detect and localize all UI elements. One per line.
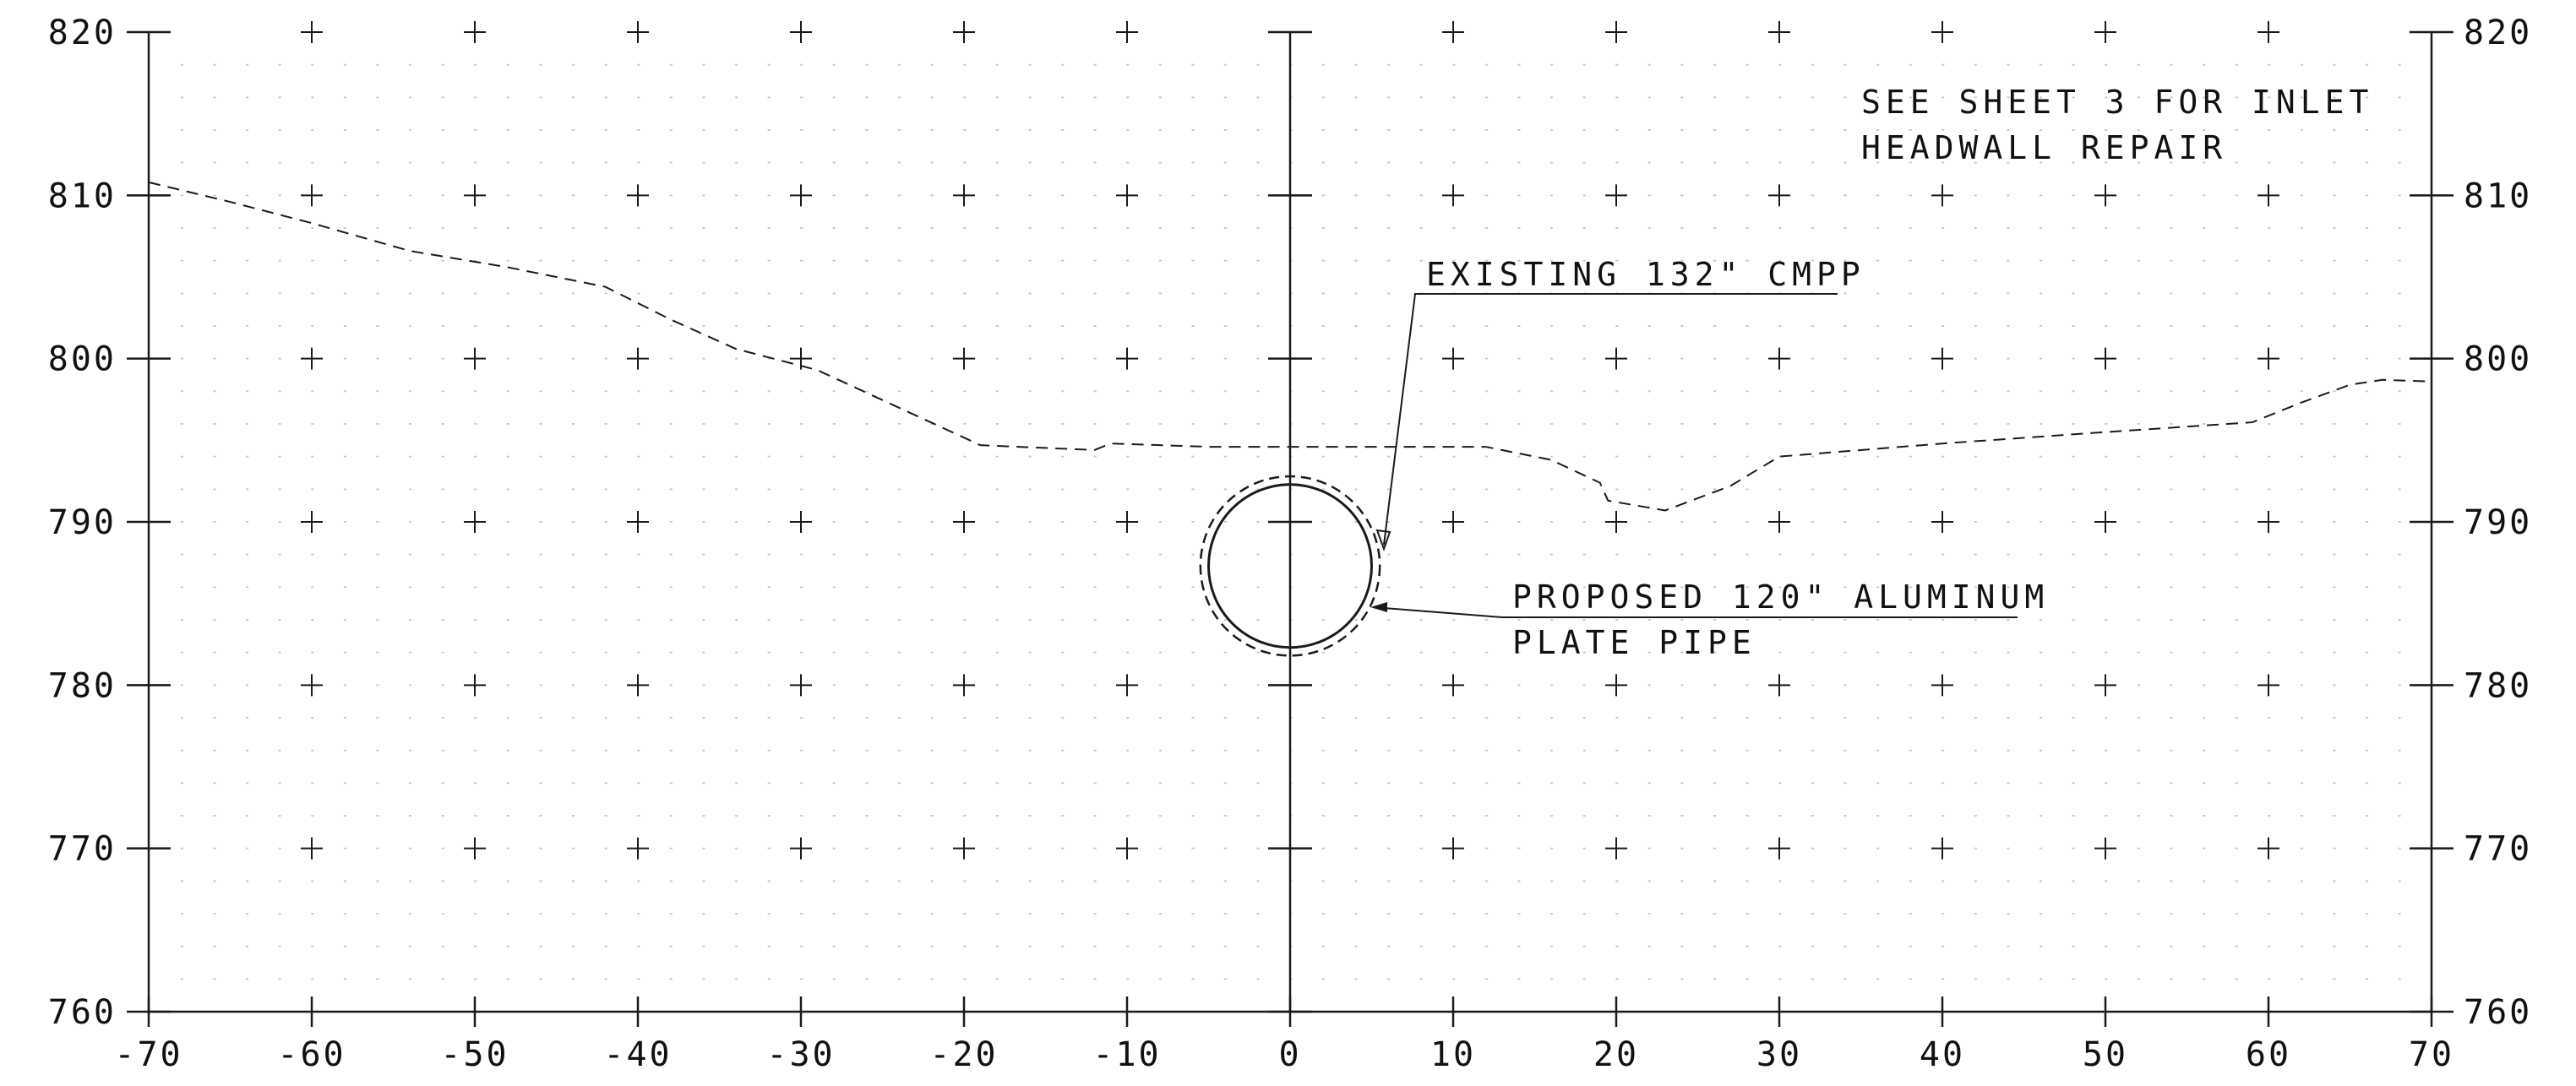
x-tick-label: -70 (114, 1035, 182, 1074)
inlet-note-line1: SEE SHEET 3 FOR INLET (1861, 84, 2373, 121)
proposed-pipe-label-line1: PROPOSED 120" ALUMINUM (1512, 578, 2049, 616)
dot-grid (180, 63, 2401, 980)
inlet-note-line2: HEADWALL REPAIR (1861, 129, 2227, 166)
proposed-pipe-leader-arrowhead (1370, 602, 1387, 612)
proposed-pipe-label-line2: PLATE PIPE (1512, 624, 1756, 661)
x-tick-label: 20 (1593, 1035, 1639, 1074)
x-tick-label: -10 (1092, 1035, 1161, 1074)
x-tick-label: -60 (277, 1035, 346, 1074)
y-tick-label-right: 800 (2464, 340, 2532, 379)
axis-ticks (127, 30, 2453, 1027)
proposed-pipe-leader (1372, 606, 2018, 618)
x-tick-label: 0 (1278, 1035, 1301, 1074)
y-tick-label-left: 810 (48, 176, 117, 215)
y-tick-label-left: 770 (48, 830, 117, 869)
frame (127, 30, 2453, 1027)
existing-pipe-leader (1383, 293, 1838, 546)
existing-pipe-outline (1199, 475, 1381, 657)
existing-pipe-label: EXISTING 132" CMPP (1426, 256, 1865, 293)
x-tick-label: -30 (766, 1035, 835, 1074)
y-tick-label-left: 780 (48, 666, 117, 705)
y-tick-label-right: 810 (2464, 176, 2532, 215)
x-tick-label: 60 (2246, 1035, 2291, 1074)
y-tick-label-right: 780 (2464, 666, 2532, 705)
leader-lines (1370, 293, 2018, 618)
x-tick-label: 70 (2409, 1035, 2454, 1074)
pipe-layer (1199, 475, 1381, 657)
x-tick-label: 30 (1756, 1035, 1802, 1074)
y-tick-label-right: 790 (2464, 503, 2532, 542)
x-tick-label: -20 (929, 1035, 998, 1074)
y-tick-label-left: 790 (48, 503, 117, 542)
grid-cross-marks (301, 21, 2279, 860)
y-tick-label-left: 760 (48, 993, 117, 1032)
proposed-pipe-outline (1207, 483, 1373, 649)
x-tick-label: 50 (2083, 1035, 2128, 1074)
y-tick-label-right: 770 (2464, 830, 2532, 869)
x-tick-label: -40 (603, 1035, 672, 1074)
cross-markers (301, 21, 2279, 860)
y-tick-label-left: 820 (48, 14, 117, 52)
x-tick-label: 40 (1920, 1035, 1965, 1074)
existing-ground-profile (148, 181, 2432, 512)
y-tick-label-right: 820 (2464, 14, 2532, 52)
y-tick-label-left: 800 (48, 340, 117, 379)
axis-labels: -70 -60 -50 -40 -30 -20 -10 0 10 20 30 40 50 60 70 820 8… (48, 14, 2532, 1074)
dot-grid-dots (180, 63, 2401, 980)
existing-pipe-leader-arrowhead (1375, 529, 1391, 551)
x-tick-label: -50 (440, 1035, 509, 1074)
x-tick-label: 10 (1430, 1035, 1476, 1074)
ground-profile-layer (148, 181, 2432, 512)
y-tick-label-right: 760 (2464, 993, 2532, 1032)
